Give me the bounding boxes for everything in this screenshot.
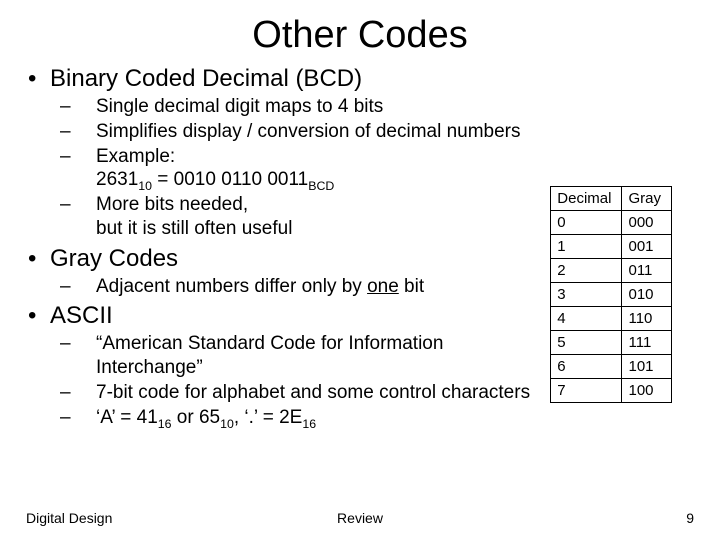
ascii-p1a-text: “American Standard Code for Information bbox=[96, 333, 443, 354]
bullet-dash: – bbox=[78, 95, 96, 119]
table-cell-decimal: 0 bbox=[551, 211, 622, 235]
table-cell-gray: 100 bbox=[622, 379, 672, 403]
ascii-p3-mid1: or 65 bbox=[172, 407, 221, 428]
slide: Other Codes •Binary Coded Decimal (BCD) … bbox=[0, 0, 720, 540]
bcd-point-3: –Example: 263110 = 0010 0110 0011BCD bbox=[78, 145, 692, 193]
gray-p1-underline: one bbox=[367, 276, 399, 297]
table-cell-gray: 110 bbox=[622, 307, 672, 331]
table-header-row: Decimal Gray bbox=[551, 187, 672, 211]
table-row: 5111 bbox=[551, 331, 672, 355]
bullet-dash: – bbox=[78, 120, 96, 144]
bullet-dash: – bbox=[78, 193, 96, 217]
bcd-p3a-text: Example: bbox=[96, 146, 175, 167]
bcd-point-1: –Single decimal digit maps to 4 bits bbox=[78, 95, 692, 119]
ascii-p3-sub1: 16 bbox=[158, 416, 172, 430]
bcd-point-2: –Simplifies display / conversion of deci… bbox=[78, 120, 692, 144]
bcd-p1-text: Single decimal digit maps to 4 bits bbox=[96, 96, 383, 117]
bcd-p3b-pre: 2631 bbox=[96, 169, 138, 190]
gray-code-table: Decimal Gray 0000 1001 2011 3010 4110 51… bbox=[550, 186, 672, 403]
ascii-p3-sub3: 16 bbox=[302, 416, 316, 430]
table-cell-decimal: 2 bbox=[551, 259, 622, 283]
slide-title: Other Codes bbox=[28, 14, 692, 57]
table-row: 6101 bbox=[551, 355, 672, 379]
gray-code-table-wrap: Decimal Gray 0000 1001 2011 3010 4110 51… bbox=[550, 186, 672, 403]
bcd-p2-text: Simplifies display / conversion of decim… bbox=[96, 121, 521, 142]
bullet-dot: • bbox=[28, 245, 50, 273]
bcd-p3b: 263110 = 0010 0110 0011BCD bbox=[96, 168, 502, 192]
bullet-dot: • bbox=[28, 65, 50, 93]
table-row: 7100 bbox=[551, 379, 672, 403]
table-col-gray: Gray bbox=[622, 187, 672, 211]
table-cell-decimal: 6 bbox=[551, 355, 622, 379]
gray-p1-pre: Adjacent numbers differ only by bbox=[96, 276, 367, 297]
table-cell-gray: 000 bbox=[622, 211, 672, 235]
table-cell-gray: 011 bbox=[622, 259, 672, 283]
table-row: 3010 bbox=[551, 283, 672, 307]
ascii-p3-pre: ‘A’ = 41 bbox=[96, 407, 158, 428]
ascii-heading-text: ASCII bbox=[50, 302, 113, 329]
bullet-dash: – bbox=[78, 332, 96, 356]
bullet-dot: • bbox=[28, 302, 50, 330]
bullet-dash: – bbox=[78, 145, 96, 169]
bullet-dash: – bbox=[78, 275, 96, 299]
table-cell-decimal: 5 bbox=[551, 331, 622, 355]
table-row: 1001 bbox=[551, 235, 672, 259]
bcd-p3b-mid: = 0010 0110 0011 bbox=[152, 169, 308, 190]
bcd-p3b-sub2: BCD bbox=[308, 179, 334, 193]
footer-center: Review bbox=[0, 510, 720, 526]
gray-p1-post: bit bbox=[399, 276, 424, 297]
section-bcd-heading: •Binary Coded Decimal (BCD) bbox=[28, 65, 692, 93]
ascii-p1b-text: Interchange” bbox=[96, 356, 502, 380]
table-cell-decimal: 7 bbox=[551, 379, 622, 403]
table-cell-gray: 001 bbox=[622, 235, 672, 259]
table-row: 2011 bbox=[551, 259, 672, 283]
bcd-p4b-text: but it is still often useful bbox=[96, 217, 502, 241]
ascii-p3-sub2: 10 bbox=[220, 416, 234, 430]
bcd-heading-text: Binary Coded Decimal (BCD) bbox=[50, 65, 362, 92]
bcd-p4a-text: More bits needed, bbox=[96, 194, 248, 215]
table-cell-decimal: 1 bbox=[551, 235, 622, 259]
table-cell-decimal: 4 bbox=[551, 307, 622, 331]
table-cell-gray: 101 bbox=[622, 355, 672, 379]
bcd-p3b-sub1: 10 bbox=[138, 179, 152, 193]
table-cell-gray: 111 bbox=[622, 331, 672, 355]
table-row: 0000 bbox=[551, 211, 672, 235]
table-col-decimal: Decimal bbox=[551, 187, 622, 211]
table-cell-decimal: 3 bbox=[551, 283, 622, 307]
ascii-p3-mid2: , ‘.’ = 2E bbox=[234, 407, 302, 428]
footer-right-pagenum: 9 bbox=[686, 510, 694, 526]
table-row: 4110 bbox=[551, 307, 672, 331]
ascii-p2-text: 7-bit code for alphabet and some control… bbox=[96, 382, 530, 403]
gray-heading-text: Gray Codes bbox=[50, 245, 178, 272]
table-cell-gray: 010 bbox=[622, 283, 672, 307]
ascii-point-3: –‘A’ = 4116 or 6510, ‘.’ = 2E16 bbox=[78, 406, 692, 430]
bullet-dash: – bbox=[78, 381, 96, 405]
bullet-dash: – bbox=[78, 406, 96, 430]
